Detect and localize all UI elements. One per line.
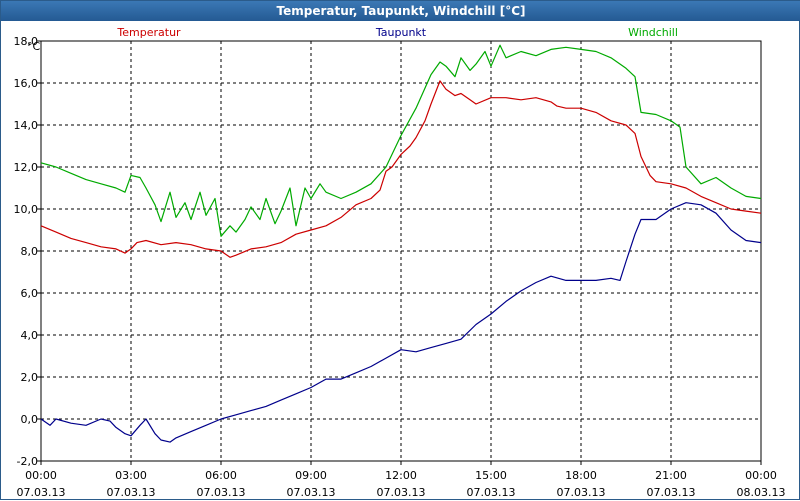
- chart-title: Temperatur, Taupunkt, Windchill [°C]: [1, 1, 800, 21]
- x-tick-date: 07.03.13: [647, 486, 696, 499]
- y-tick-label: 18,0: [14, 35, 39, 48]
- y-tick-label: 14,0: [14, 119, 39, 132]
- y-tick-label: 8,0: [21, 245, 39, 258]
- legend-windchill: Windchill: [628, 26, 678, 39]
- x-tick-date: 07.03.13: [287, 486, 336, 499]
- series-lines: [40, 44, 762, 443]
- x-tick-time: 03:00: [115, 469, 147, 482]
- y-tick-label: 6,0: [21, 287, 39, 300]
- series-line-windchill: [40, 44, 762, 237]
- y-tick-label: 4,0: [21, 329, 39, 342]
- legend-temperatur: Temperatur: [116, 26, 181, 39]
- x-tick-time: 00:00: [745, 469, 777, 482]
- axis-ticks: 18,016,014,012,010,08,06,04,02,00,0-2,00…: [14, 35, 786, 499]
- series-line-temperatur: [40, 80, 762, 258]
- x-tick-time: 21:00: [655, 469, 687, 482]
- x-tick-time: 09:00: [295, 469, 327, 482]
- x-tick-time: 18:00: [565, 469, 597, 482]
- x-tick-date: 07.03.13: [197, 486, 246, 499]
- y-axis-unit-label: °C: [27, 40, 41, 53]
- y-tick-label: -2,0: [17, 455, 38, 468]
- x-tick-date: 07.03.13: [557, 486, 606, 499]
- x-tick-date: 07.03.13: [17, 486, 66, 499]
- x-tick-date: 07.03.13: [467, 486, 516, 499]
- x-tick-date: 07.03.13: [107, 486, 156, 499]
- y-tick-label: 2,0: [21, 371, 39, 384]
- y-tick-label: 16,0: [14, 77, 39, 90]
- series-line-taupunkt: [40, 202, 762, 443]
- x-tick-time: 15:00: [475, 469, 507, 482]
- x-tick-date: 08.03.13: [737, 486, 786, 499]
- y-tick-label: 0,0: [21, 413, 39, 426]
- y-tick-label: 12,0: [14, 161, 39, 174]
- x-tick-time: 06:00: [205, 469, 237, 482]
- legend-taupunkt: Taupunkt: [375, 26, 427, 39]
- x-tick-time: 12:00: [385, 469, 417, 482]
- y-tick-label: 10,0: [14, 203, 39, 216]
- x-tick-date: 07.03.13: [377, 486, 426, 499]
- x-tick-time: 00:00: [25, 469, 57, 482]
